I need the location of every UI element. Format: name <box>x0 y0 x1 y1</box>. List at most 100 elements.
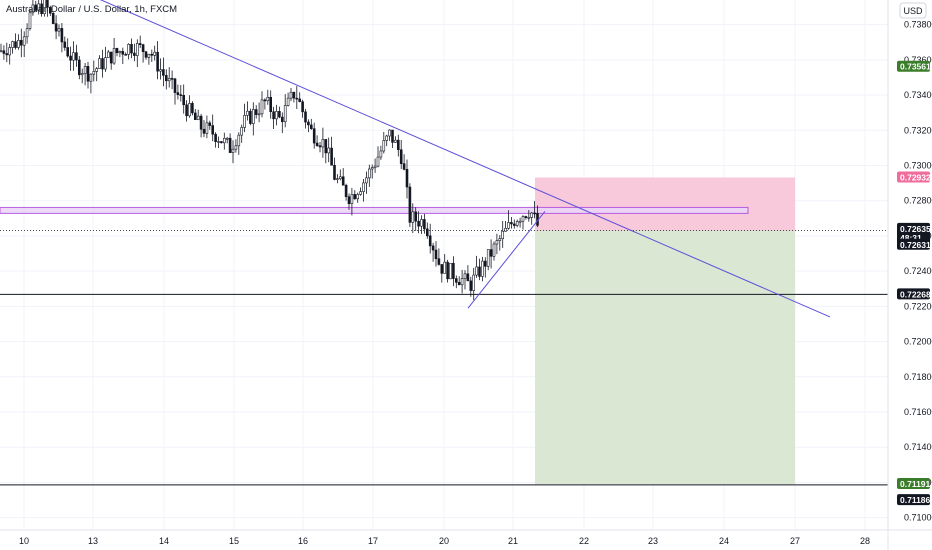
candle-body <box>399 149 403 164</box>
candle-body <box>124 54 127 56</box>
candle-body <box>182 95 185 106</box>
candle-body <box>315 142 319 147</box>
candle-body <box>147 53 151 58</box>
price-badge-text: 0.72635 <box>900 224 931 234</box>
candle-body <box>489 249 493 257</box>
candle-body <box>454 278 458 283</box>
candle-body <box>298 98 302 102</box>
candle-body <box>28 12 32 29</box>
candle-body <box>385 135 389 141</box>
candle-body <box>89 73 93 82</box>
price-badge-text: 0.72268 <box>900 289 931 299</box>
candle-body <box>86 66 90 82</box>
candle-body <box>243 115 246 128</box>
currency-badge[interactable] <box>899 2 927 19</box>
candle-body <box>57 28 61 32</box>
candle-body <box>446 261 449 280</box>
candlesticks <box>0 0 539 301</box>
stop-loss-zone <box>535 177 795 231</box>
candle-body <box>362 182 365 192</box>
x-tick-label: 22 <box>579 536 589 546</box>
candle-body <box>301 101 304 113</box>
currency-label: USD <box>903 6 923 16</box>
candle-body <box>440 264 444 274</box>
candle-body <box>78 59 81 76</box>
candle-body <box>75 52 78 61</box>
candle-body <box>211 125 214 135</box>
candle-body <box>408 186 412 223</box>
x-tick-label: 24 <box>719 536 729 546</box>
candle-body <box>112 48 116 64</box>
candle-body <box>98 58 101 69</box>
candle-body <box>208 122 212 126</box>
candle-body <box>133 52 136 56</box>
candle-body <box>176 92 180 95</box>
candle-body <box>414 211 418 222</box>
candle-body <box>138 43 142 45</box>
chart-zones[interactable] <box>0 177 795 485</box>
countdown-text: 48:31 <box>900 233 922 243</box>
candle-body <box>428 235 432 247</box>
x-tick-label: 21 <box>508 536 518 546</box>
candle-body <box>460 278 464 286</box>
candle-body <box>188 103 191 117</box>
candle-body <box>515 221 519 226</box>
candle-body <box>333 164 336 180</box>
resistance-zone <box>0 206 749 214</box>
x-tick-label: 14 <box>159 536 169 546</box>
trendline <box>467 210 546 309</box>
candle-body <box>486 249 490 267</box>
candle-body <box>257 113 261 116</box>
x-tick-label: 10 <box>19 536 29 546</box>
candle-body <box>437 258 441 265</box>
x-tick-label: 23 <box>648 536 658 546</box>
candle-body <box>527 217 531 219</box>
candle-body <box>8 47 11 56</box>
candle-body <box>457 282 461 286</box>
candle-body <box>396 139 400 151</box>
candle-body <box>391 129 394 143</box>
candle-body <box>533 212 536 215</box>
price-badge <box>897 478 930 490</box>
price-badge <box>897 494 930 506</box>
candle-body <box>150 53 154 56</box>
candle-body <box>104 57 107 70</box>
candle-body <box>327 147 331 154</box>
x-tick-label: 13 <box>88 536 98 546</box>
time-axis[interactable]: 10 13 14 15 16 17 20 21 22 23 24 27 28 <box>0 529 932 546</box>
candle-body <box>501 230 505 239</box>
candle-body <box>83 66 87 74</box>
chart-drawings[interactable] <box>0 0 888 486</box>
candle-body <box>481 260 484 277</box>
candle-body <box>492 243 496 257</box>
candle-body <box>167 78 171 82</box>
candle-body <box>118 51 122 54</box>
x-tick-label: 20 <box>439 536 449 546</box>
candle-body <box>318 145 322 148</box>
candle-body <box>530 212 534 218</box>
candle-body <box>420 219 423 227</box>
candle-body <box>483 260 487 267</box>
candle-body <box>185 104 188 117</box>
candle-body <box>107 51 110 58</box>
candle-body <box>80 73 84 76</box>
candle-body <box>19 39 23 46</box>
candle-body <box>34 4 38 11</box>
candle-body <box>22 36 26 46</box>
candle-body <box>307 121 310 126</box>
candle-body <box>495 240 499 245</box>
candle-body <box>434 249 438 260</box>
candle-body <box>507 222 510 229</box>
candle-body <box>402 163 406 170</box>
candle-body <box>367 168 371 179</box>
candle-body <box>214 133 217 142</box>
candle-body <box>252 109 255 124</box>
candle-body <box>478 266 481 277</box>
candle-body <box>423 219 426 230</box>
